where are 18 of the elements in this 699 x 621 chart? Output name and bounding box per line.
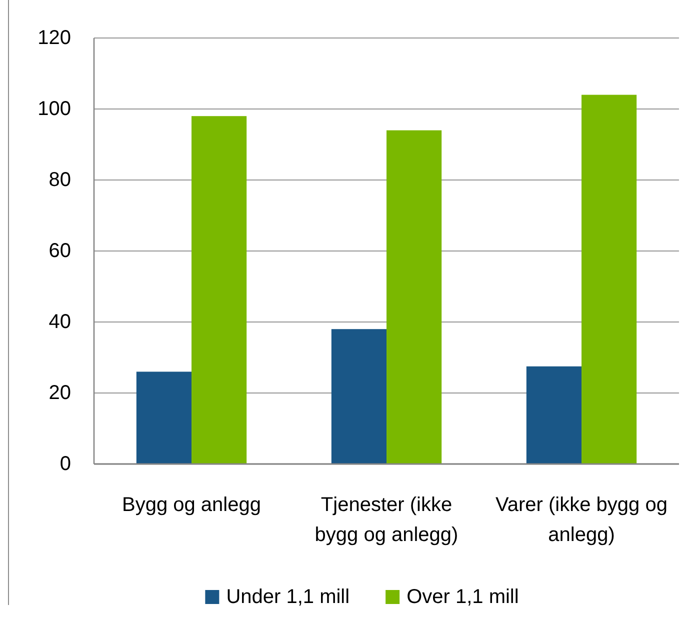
x-tick-label: Bygg og anlegg — [122, 494, 262, 516]
legend-label: Under 1,1 mill — [226, 586, 350, 608]
y-tick-label: 120 — [38, 27, 71, 49]
bar — [192, 116, 247, 464]
bar — [136, 372, 192, 464]
bar — [331, 329, 386, 464]
y-tick-label: 0 — [60, 453, 71, 475]
bar — [526, 366, 582, 464]
y-tick-label: 60 — [48, 240, 71, 262]
legend-label: Over 1,1 mill — [406, 586, 519, 608]
x-tick-label: Varer (ikke bygg og anlegg) — [496, 494, 668, 546]
y-tick-label: 20 — [48, 382, 71, 404]
y-tick-label: 40 — [48, 311, 71, 333]
y-tick-label: 100 — [38, 98, 71, 120]
bar — [386, 130, 442, 464]
x-tick-label: Tjenester (ikke bygg og anlegg) — [314, 494, 458, 546]
bar — [582, 94, 637, 464]
y-tick-label: 80 — [48, 169, 71, 191]
